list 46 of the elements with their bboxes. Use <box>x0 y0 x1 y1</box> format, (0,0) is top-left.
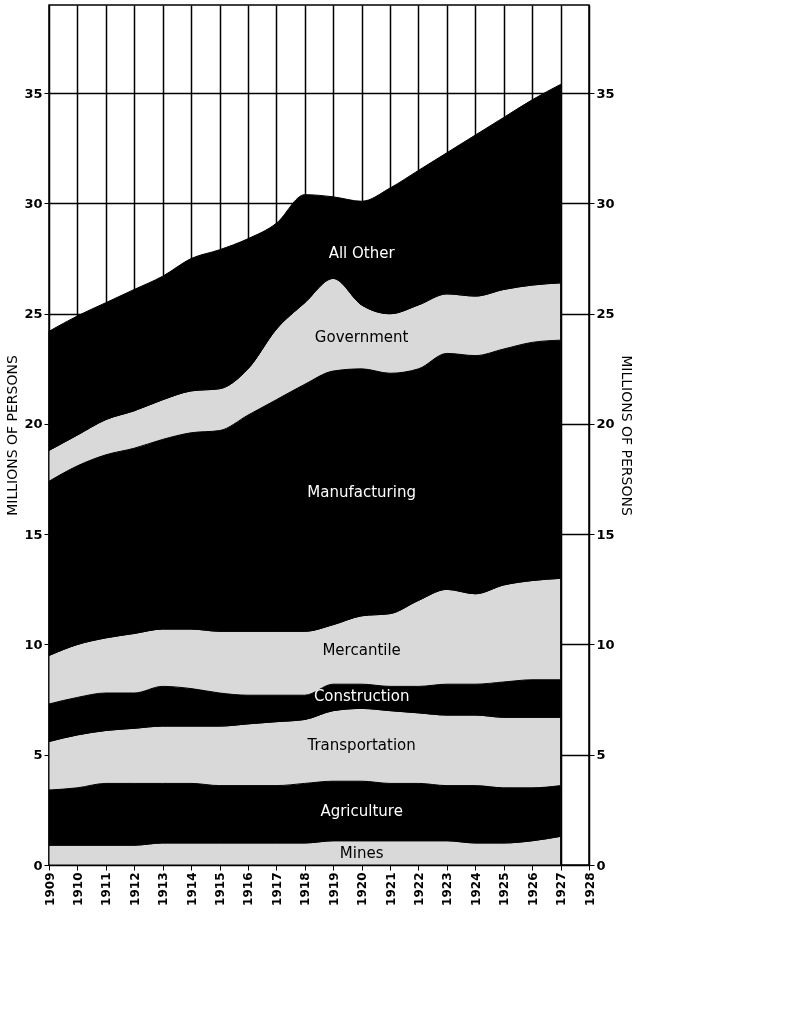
series-label: Construction <box>313 687 410 706</box>
x-tick-label: 1926 <box>525 872 540 906</box>
x-tick-label: 1918 <box>298 872 313 906</box>
x-tick-label: 1909 <box>42 872 57 906</box>
series-label: All Other <box>328 244 396 263</box>
x-tick-label: 1919 <box>326 872 341 906</box>
y2-tick-label: 0 <box>596 857 606 873</box>
y-tick-label: 20 <box>24 416 43 432</box>
x-tick-label: 1913 <box>156 872 171 906</box>
y2-tick-label: 10 <box>596 636 615 652</box>
series-label: Government <box>314 327 409 346</box>
y-tick-label: 35 <box>24 85 43 101</box>
series-label: Mercantile <box>322 641 401 659</box>
y2-tick-label: 30 <box>596 195 615 211</box>
x-tick-label: 1920 <box>355 872 370 906</box>
y-tick-label: 30 <box>24 195 43 211</box>
y-tick-label: 25 <box>24 306 43 322</box>
series-label: Transportation <box>306 735 416 754</box>
y2-axis-title: MILLIONS OF PERSONS <box>618 355 635 516</box>
y-tick-label: 10 <box>24 636 43 652</box>
y2-tick-label: 5 <box>596 747 606 763</box>
x-tick-label: 1927 <box>554 872 569 906</box>
x-tick-label: 1923 <box>440 872 455 906</box>
x-tick-label: 1916 <box>241 872 256 906</box>
series-label: Manufacturing <box>307 483 416 502</box>
y-axis-title: MILLIONS OF PERSONS <box>4 355 21 516</box>
x-tick-label: 1917 <box>269 872 284 906</box>
x-tick-label: 1912 <box>127 872 142 906</box>
series-label: Mines <box>339 843 384 862</box>
x-tick-label: 1925 <box>497 872 512 906</box>
x-tick-label: 1922 <box>411 872 426 906</box>
x-tick-label: 1915 <box>213 872 228 906</box>
y2-tick-label: 20 <box>596 416 615 432</box>
x-tick-label: 1911 <box>99 872 114 906</box>
y-tick-label: 5 <box>33 747 43 763</box>
x-tick-label: 1928 <box>582 872 597 906</box>
y-tick-label: 0 <box>33 857 43 873</box>
series-label: Agriculture <box>320 801 403 820</box>
x-tick-label: 1921 <box>383 872 398 906</box>
y2-tick-label: 25 <box>596 306 615 322</box>
y2-tick-label: 15 <box>596 526 615 542</box>
x-tick-label: 1924 <box>468 872 483 906</box>
x-tick-label: 1914 <box>184 872 199 906</box>
y-tick-label: 15 <box>24 526 43 542</box>
x-tick-label: 1910 <box>70 872 85 906</box>
y2-tick-label: 35 <box>596 85 615 101</box>
